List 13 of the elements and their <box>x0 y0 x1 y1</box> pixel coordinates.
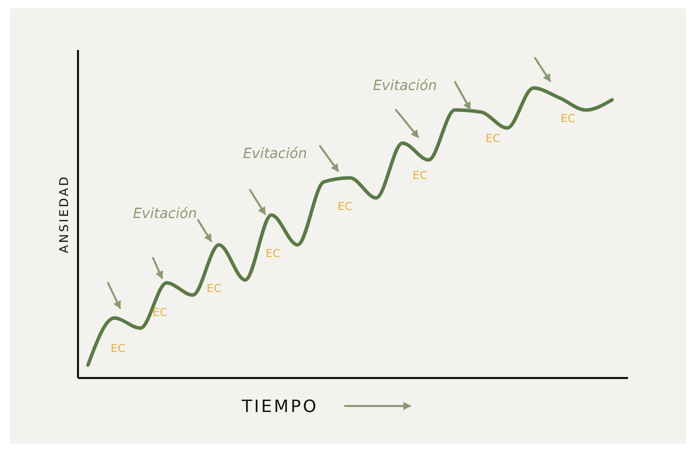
annotation: EC <box>338 200 353 213</box>
annotation: EC <box>560 112 576 125</box>
annotation: EC <box>152 306 168 319</box>
annotation: EC <box>206 282 222 295</box>
annotation: Evitación <box>132 206 198 222</box>
annotation: EC <box>486 132 501 145</box>
x-axis-title: TIEMPO <box>240 397 318 417</box>
annotation: EC <box>412 169 428 182</box>
annotation: Evitación <box>242 146 308 162</box>
annotation: Evitación <box>372 78 438 94</box>
y-axis-title: ANSIEDAD <box>57 174 71 254</box>
annotation: EC <box>110 342 126 355</box>
annotation: EC <box>266 247 281 260</box>
